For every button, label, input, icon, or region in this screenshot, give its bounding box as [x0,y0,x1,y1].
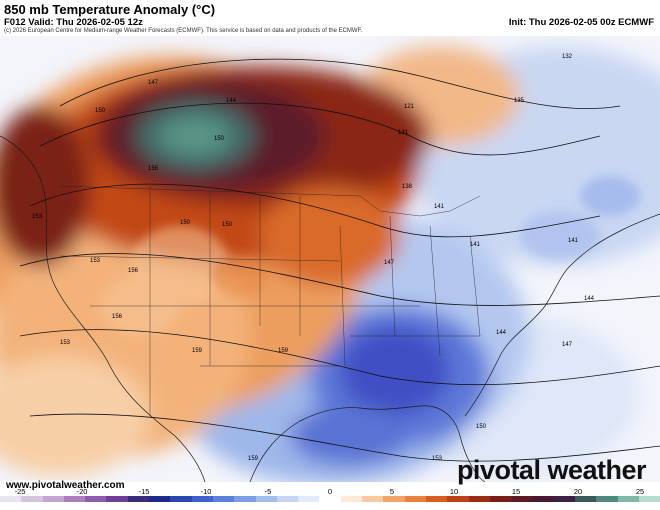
contour-label: 159 [278,348,289,354]
contour-label: 147 [562,342,573,348]
colorbar-swatch [42,496,64,502]
contour-label: 156 [148,166,159,172]
weather-map[interactable]: 147 144 150 153 150 156 121 131 135 132 … [0,36,660,482]
colorbar-swatch [0,496,22,502]
colorbar-tick-label: 25 [635,487,645,496]
contour-label: 156 [112,314,123,320]
map-title: 850 mb Temperature Anomaly (°C) [4,2,216,17]
colorbar-swatch [298,496,320,502]
colorbar-swatch [596,496,618,502]
contour-label: 153 [432,456,443,462]
colorbar-swatch [468,496,490,502]
colorbar-tick-label: 20 [573,487,583,496]
colorbar-swatch [276,496,299,502]
copyright-notice: (c) 2026 European Centre for Medium-rang… [4,28,363,34]
contour-label: 132 [562,54,573,60]
colorbar-swatch [149,496,171,502]
colorbar-swatch [319,496,341,502]
colorbar-strip [0,496,660,502]
colorbar-swatch [404,496,426,502]
contour-label: 159 [192,348,203,354]
colorbar-swatch [532,496,554,502]
contour-label: 150 [222,222,233,228]
contour-label: 144 [584,296,595,302]
contour-label: 153 [90,258,101,264]
colorbar-tick-label: 10 [449,487,459,496]
colorbar-swatch [212,496,235,502]
colorbar-swatch [63,496,86,502]
contour-label: 135 [514,98,525,104]
contour-label: 141 [434,204,445,210]
colorbar-swatch [85,496,107,502]
colorbar-swatch [106,496,128,502]
colorbar-tick-label: -5 [264,487,272,496]
colorbar-swatch [21,496,43,502]
colorbar-swatch [553,496,576,502]
colorbar-swatch [511,496,533,502]
contour-label: 138 [402,184,413,190]
borders [59,185,481,416]
contour-label: 147 [384,260,395,266]
colorbar-tick-label: 0 [327,487,333,496]
colorbar-labels: -25 -20 -15 -10 -5 0 5 10 15 20 25 [0,487,660,496]
colorbar-swatch [340,496,363,502]
contour-label: 150 [180,220,191,226]
colorbar-swatch [489,496,512,502]
colorbar-swatch [362,496,384,502]
header: 850 mb Temperature Anomaly (°C) F012 Val… [0,0,660,36]
colorbar-swatch [170,496,192,502]
contour-label: 131 [398,130,409,136]
contour-label: 147 [148,80,159,86]
valid-time: F012 Valid: Thu 2026-02-05 12z [4,17,143,28]
contour-label: 144 [226,98,237,104]
map-canvas: 147 144 150 153 150 156 121 131 135 132 … [0,36,660,482]
contour-label: 121 [404,104,415,110]
colorbar-swatch [127,496,150,502]
colorbar-swatch [425,496,448,502]
colorbar-swatch [447,496,469,502]
brand-logo: pivotal weather [456,455,647,485]
colorbar-swatch [383,496,405,502]
colorbar-swatch [617,496,639,502]
colorbar-tick-label: -10 [200,487,212,496]
colorbar-swatch [191,496,213,502]
contour-label: 150 [476,424,487,430]
contour-label-group: 147 144 150 153 150 156 121 131 135 132 … [32,54,595,462]
contour-label: 141 [568,238,579,244]
contour-label: 150 [214,136,225,142]
coastlines [0,135,660,482]
colorbar: -25 -20 -15 -10 -5 0 5 10 15 20 25 [0,487,660,510]
contour-label: 153 [60,340,71,346]
contour-label: 150 [95,108,106,114]
colorbar-tick-label: 5 [389,487,395,496]
contour-label: 156 [128,268,139,274]
contour-label: 153 [32,214,43,220]
contour-label: 141 [470,242,481,248]
colorbar-tick-label: -20 [76,487,88,496]
colorbar-swatch [255,496,277,502]
colorbar-swatch [575,496,597,502]
colorbar-swatch [638,496,660,502]
contour-label: 159 [248,456,259,462]
init-time: Init: Thu 2026-02-05 00z ECMWF [508,17,654,28]
colorbar-tick-label: -25 [14,487,26,496]
height-contours [19,58,660,462]
contour-label: 144 [496,330,507,336]
site-url[interactable]: www.pivotalweather.com [4,480,127,491]
colorbar-tick-label: 15 [511,487,521,496]
colorbar-tick-label: -15 [138,487,150,496]
colorbar-swatch [234,496,256,502]
